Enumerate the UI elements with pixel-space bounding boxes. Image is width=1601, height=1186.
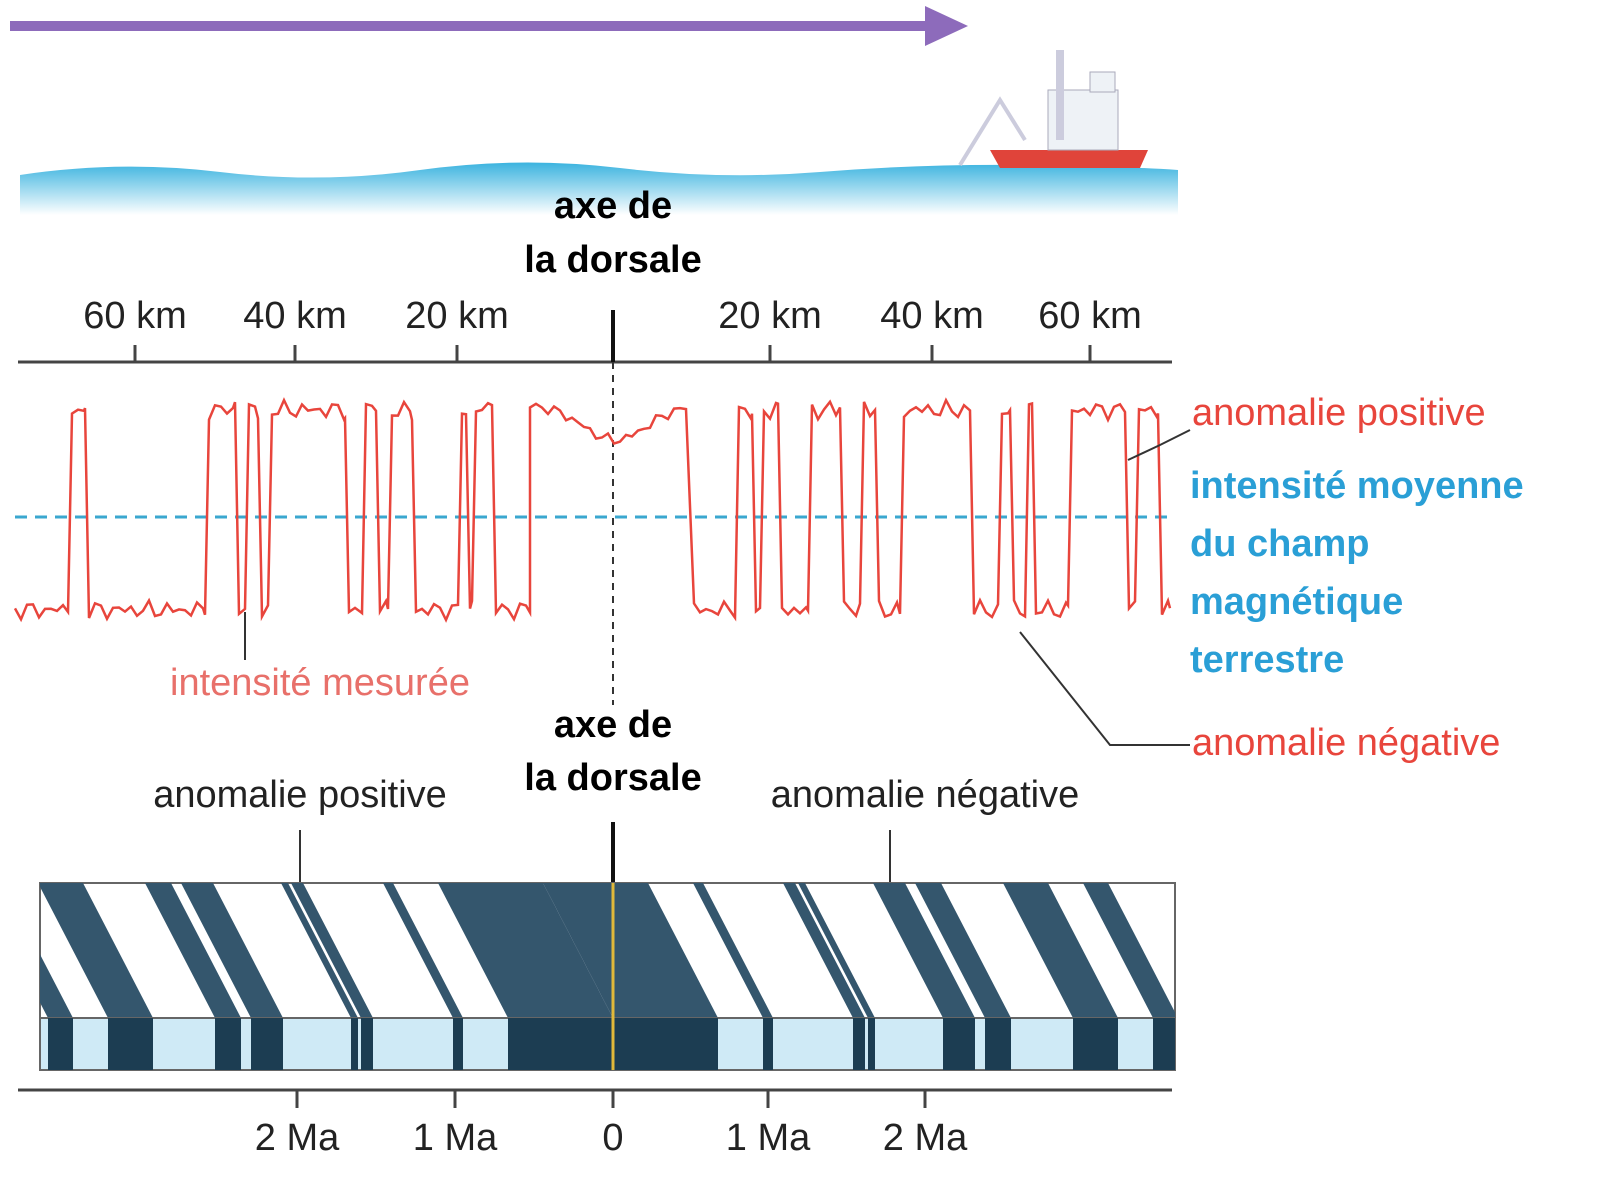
negative-label: anomalie négative [1192,722,1500,764]
tick-label: 60 km [1038,295,1141,337]
tick-label: 0 [602,1117,623,1159]
tick-label: 40 km [880,295,983,337]
stripe-front [985,1018,1011,1070]
mean-label: terrestre [1190,639,1344,681]
arrow-head [925,6,968,46]
negative-label: anomalie négative [771,774,1079,816]
diagram: axe de la dorsale 60 km 40 km 20 km 20 km 40… [0,0,1601,1186]
stripe-front [351,1018,358,1070]
stripe-front [108,1018,153,1070]
positive-label: anomalie positive [1192,392,1486,434]
stripe-front [508,1018,613,1070]
stripe-front [251,1018,283,1070]
tick-label: 1 Ma [413,1117,498,1159]
stripe-front [48,1018,73,1070]
leader [1020,632,1190,745]
tick-label: 60 km [83,295,186,337]
stripe-front [1153,1018,1175,1070]
axis-title: axe de [554,704,672,746]
mean-label: magnétique [1190,581,1403,623]
stripe-front [868,1018,875,1070]
stripe-front [943,1018,975,1070]
measured-label: intensité mesurée [170,662,470,704]
tick-label: 2 Ma [883,1117,968,1159]
positive-label: anomalie positive [153,774,447,816]
stripe-front [613,1018,718,1070]
stripe-front [215,1018,241,1070]
tick-label: 20 km [405,295,508,337]
tick-label: 2 Ma [255,1117,340,1159]
ship [960,50,1148,168]
stripe-front [1073,1018,1118,1070]
measured-signal [15,400,1170,620]
tick-label: 20 km [718,295,821,337]
axis-title: axe de [554,185,672,227]
tick-label: 40 km [243,295,346,337]
axis-title: la dorsale [524,757,701,799]
mean-label: du champ [1190,523,1369,565]
stripe-front [361,1018,373,1070]
axis-title: la dorsale [524,239,701,281]
mean-label: intensité moyenne [1190,465,1524,507]
stripe-front [853,1018,865,1070]
tick-label: 1 Ma [726,1117,811,1159]
stripe-front [763,1018,773,1070]
stripe-front [453,1018,463,1070]
